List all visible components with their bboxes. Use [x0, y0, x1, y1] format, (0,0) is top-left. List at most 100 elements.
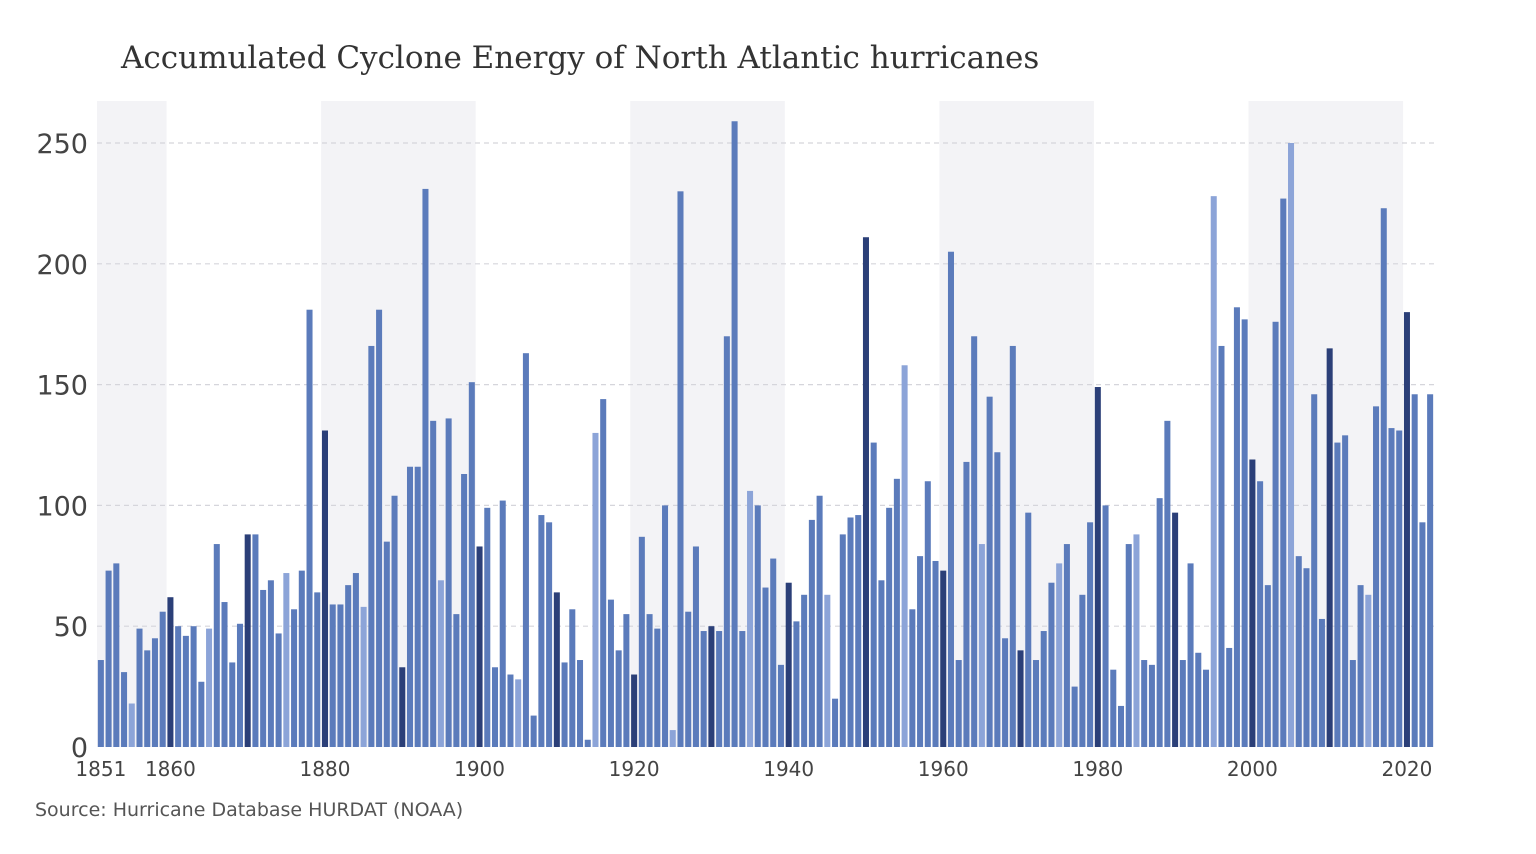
bar-1899 — [468, 382, 475, 747]
bar-1866 — [213, 544, 220, 747]
x-tick-label: 1900 — [454, 757, 505, 781]
bar-1988 — [1156, 498, 1163, 747]
bar-1989 — [1164, 420, 1171, 747]
bar-1886 — [368, 345, 375, 747]
bar-2015 — [1365, 594, 1372, 747]
bar-2021 — [1411, 394, 1418, 747]
bar-1962 — [955, 660, 962, 747]
bar-1888 — [383, 541, 390, 747]
bar-1895 — [437, 580, 444, 747]
bar-1875 — [283, 573, 290, 747]
bar-1925 — [669, 730, 676, 747]
x-tick-label: 1960 — [918, 757, 969, 781]
bar-1994 — [1203, 669, 1210, 747]
bar-1943 — [808, 519, 815, 747]
bar-1964 — [971, 336, 978, 747]
bar-1968 — [1002, 638, 1009, 747]
x-tick-label: 1980 — [1072, 757, 1123, 781]
bar-1937 — [762, 587, 769, 747]
bar-1903 — [499, 500, 506, 747]
bar-1931 — [716, 631, 723, 747]
bar-1965 — [978, 544, 985, 747]
bar-1960 — [940, 570, 947, 747]
bar-1865 — [206, 628, 213, 747]
bar-2005 — [1288, 143, 1295, 747]
x-tick-label: 1880 — [300, 757, 351, 781]
shaded-band-1960-1980 — [939, 101, 1094, 747]
x-tick-label: 1851 — [75, 757, 126, 781]
bar-1984 — [1125, 544, 1132, 747]
bar-1892 — [414, 466, 421, 747]
bar-1915 — [592, 432, 599, 747]
bar-2022 — [1419, 522, 1426, 747]
bar-1916 — [600, 399, 607, 747]
bar-1882 — [337, 604, 344, 747]
x-tick-label: 1860 — [145, 757, 196, 781]
bar-2014 — [1357, 585, 1364, 747]
bar-1976 — [1063, 544, 1070, 747]
bar-1955 — [901, 365, 908, 747]
bar-1852 — [105, 570, 112, 747]
bar-1861 — [175, 626, 182, 747]
bar-1980 — [1094, 387, 1101, 747]
bar-1905 — [515, 679, 522, 747]
bar-1992 — [1187, 563, 1194, 747]
bar-1997 — [1226, 647, 1233, 747]
bar-1900 — [476, 546, 483, 747]
bar-2002 — [1264, 585, 1271, 747]
bar-1952 — [878, 580, 885, 747]
x-axis-ticks: 1851 1860 1880 1900 1920 1940 1960 1980 2000 2020 — [75, 757, 1432, 781]
bar-2008 — [1311, 394, 1318, 747]
chart-title: Accumulated Cyclone Energy of North Atla… — [121, 40, 1040, 76]
bar-1944 — [816, 495, 823, 747]
bar-1871 — [252, 534, 259, 747]
bar-2000 — [1249, 459, 1256, 747]
bar-1862 — [182, 635, 189, 747]
bar-2012 — [1342, 435, 1349, 747]
bar-1947 — [839, 534, 846, 747]
bar-1868 — [229, 662, 236, 747]
bar-1917 — [607, 599, 614, 747]
x-tick-label: 2020 — [1381, 757, 1432, 781]
bar-1873 — [267, 580, 274, 747]
bar-1912 — [569, 609, 576, 747]
bar-1906 — [522, 353, 529, 747]
bar-1928 — [692, 546, 699, 747]
bar-1932 — [723, 336, 730, 747]
bar-1987 — [1148, 664, 1155, 747]
bar-1897 — [453, 614, 460, 747]
bar-1902 — [491, 667, 499, 747]
bar-1963 — [963, 461, 970, 747]
bar-1981 — [1102, 505, 1109, 747]
bars — [97, 121, 1434, 748]
bar-1854 — [121, 672, 128, 747]
bar-2020 — [1403, 312, 1410, 747]
bar-1910 — [553, 592, 560, 747]
bar-1860 — [167, 597, 174, 747]
bar-1935 — [747, 490, 754, 747]
bar-1927 — [685, 611, 692, 747]
bar-1985 — [1133, 534, 1140, 747]
y-tick-label: 50 — [54, 612, 88, 643]
bar-1874 — [275, 633, 282, 747]
bar-1998 — [1233, 307, 1240, 747]
bar-1974 — [1048, 582, 1055, 747]
bar-1940 — [785, 582, 792, 747]
bar-1990 — [1172, 512, 1179, 747]
bar-1978 — [1079, 594, 1086, 747]
bar-1901 — [484, 507, 491, 747]
bar-1914 — [584, 739, 591, 747]
bar-1995 — [1210, 196, 1217, 748]
bar-1975 — [1056, 563, 1063, 747]
bar-2009 — [1318, 618, 1325, 747]
bar-1869 — [236, 623, 243, 747]
x-tick-label: 1940 — [763, 757, 814, 781]
bar-1936 — [754, 505, 761, 747]
bar-2017 — [1380, 208, 1387, 747]
bar-1918 — [615, 650, 622, 747]
bar-1979 — [1087, 522, 1094, 747]
bar-1891 — [406, 466, 414, 747]
bar-1872 — [260, 589, 267, 747]
bar-1857 — [144, 650, 151, 747]
bar-1972 — [1032, 660, 1040, 747]
